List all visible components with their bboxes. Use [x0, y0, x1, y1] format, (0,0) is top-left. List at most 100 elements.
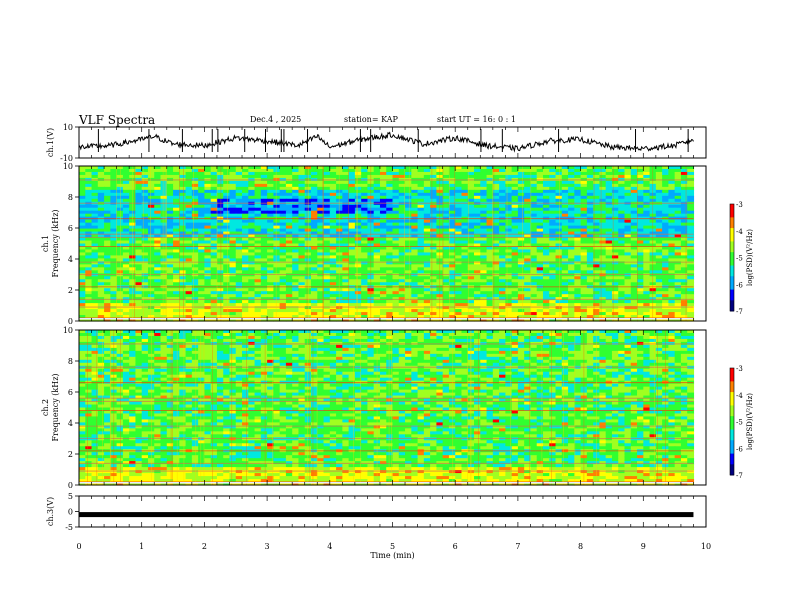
- ch1-spectrogram-cells: [79, 166, 695, 322]
- colorbar-cell: [730, 284, 734, 288]
- y-tick-label: 10: [63, 162, 73, 171]
- colorbar-cell: [730, 376, 734, 380]
- colorbar-cell: [730, 464, 734, 468]
- colorbar-cell: [730, 254, 734, 258]
- colorbar-cell: [730, 297, 734, 301]
- colorbar-cell: [730, 472, 734, 476]
- colorbar-cell: [730, 461, 734, 465]
- colorbar-cell: [730, 424, 734, 428]
- colorbar-cell: [730, 265, 734, 269]
- y-tick-label: 8: [68, 357, 73, 366]
- colorbar-cell: [730, 281, 734, 285]
- colorbar-cell: [730, 421, 734, 425]
- colorbar-cell: [730, 308, 734, 312]
- x-tick-label: 5: [390, 542, 395, 551]
- colorbar-cell: [730, 206, 734, 210]
- y-tick-label: 4: [68, 255, 73, 264]
- colorbar-cell: [730, 445, 734, 449]
- spectrogram-band-lines: [79, 330, 694, 485]
- colorbar-label: log(PSD)(V²/Hz): [746, 229, 754, 286]
- x-tick-label: 9: [641, 542, 646, 551]
- colorbar-cell: [730, 222, 734, 226]
- colorbar-cell: [730, 292, 734, 296]
- colorbar-tick-label: -6: [736, 445, 743, 453]
- y-tick-label: -10: [60, 154, 73, 163]
- x-tick-label: 6: [453, 542, 458, 551]
- colorbar-cell: [730, 300, 734, 304]
- colorbar-cell: [730, 392, 734, 396]
- colorbar-cell: [730, 228, 734, 232]
- colorbar-cell: [730, 426, 734, 431]
- colorbar-cell: [730, 402, 734, 406]
- colorbar-cell: [730, 440, 734, 444]
- colorbar-cell: [730, 437, 734, 441]
- colorbar-tick-label: -4: [736, 228, 743, 236]
- colorbar-cell: [730, 241, 734, 245]
- colorbar-cell: [730, 378, 734, 382]
- y-tick-label: 4: [68, 419, 73, 428]
- colorbar-cell: [730, 276, 734, 280]
- station-label: station= KAP: [344, 115, 398, 124]
- y-axis-label: ch.1(V): [46, 128, 55, 157]
- low-freq-gap: [79, 482, 694, 484]
- ch1-colorbar: [729, 203, 735, 312]
- colorbar-cell: [730, 410, 734, 414]
- colorbar-cell: [730, 214, 734, 218]
- y-tick-label: 10: [63, 123, 73, 132]
- colorbar-cell: [730, 252, 734, 256]
- colorbar-cell: [730, 418, 734, 422]
- ch2-colorbar: [729, 367, 735, 476]
- colorbar-cell: [730, 413, 734, 417]
- chart-title: VLF Spectra: [79, 113, 156, 127]
- colorbar-cell: [730, 394, 734, 398]
- colorbar-cell: [730, 469, 734, 473]
- colorbar-cell: [730, 386, 734, 390]
- colorbar-cell: [730, 204, 734, 208]
- colorbar-tick-label: -4: [736, 392, 743, 400]
- colorbar-tick-label: -3: [736, 365, 743, 373]
- colorbar-cell: [730, 230, 734, 234]
- colorbar-cell: [730, 400, 734, 404]
- y-axis-label: ch.1: [41, 235, 50, 252]
- colorbar-cell: [730, 397, 734, 401]
- colorbar-cell: [730, 278, 734, 283]
- colorbar-tick-label: -7: [736, 472, 743, 480]
- colorbar-cell: [730, 450, 734, 455]
- colorbar-cell: [730, 289, 734, 293]
- colorbar-label: log(PSD)(V²/Hz): [746, 393, 754, 450]
- colorbar-cell: [730, 384, 734, 388]
- y-axis-label: ch.3(V): [46, 497, 55, 526]
- colorbar-cell: [730, 238, 734, 242]
- colorbar-cell: [730, 246, 734, 250]
- y-tick-label: 5: [68, 492, 73, 501]
- colorbar-cell: [730, 302, 734, 307]
- date-label: Dec.4 , 2025: [250, 115, 302, 124]
- x-tick-label: 1: [139, 542, 144, 551]
- colorbar-cell: [730, 305, 734, 309]
- colorbar-cell: [730, 220, 734, 224]
- spectrogram-band-lines: [79, 166, 694, 321]
- colorbar-frame: [729, 367, 735, 476]
- low-freq-gap: [79, 318, 694, 320]
- colorbar-tick-label: -7: [736, 308, 743, 316]
- colorbar-cell: [730, 273, 734, 277]
- x-tick-label: 2: [202, 542, 207, 551]
- y-axis-label: Frequency (kHz): [51, 373, 60, 441]
- x-tick-label: 4: [327, 542, 332, 551]
- x-tick-label: 0: [76, 542, 81, 551]
- y-tick-label: 0: [68, 508, 73, 517]
- start-time-label: start UT = 16: 0 : 1: [437, 115, 516, 124]
- y-axis-label: ch.2: [41, 399, 50, 416]
- colorbar-cell: [730, 432, 734, 436]
- colorbar-tick-label: -6: [736, 281, 743, 289]
- colorbar-cell: [730, 370, 734, 374]
- colorbar-frame: [729, 203, 735, 312]
- colorbar-cell: [730, 257, 734, 261]
- colorbar-cell: [730, 458, 734, 463]
- colorbar-cell: [730, 233, 734, 237]
- y-tick-label: 0: [68, 481, 73, 490]
- colorbar-tick-label: -5: [736, 255, 743, 263]
- colorbar-cell: [730, 225, 734, 229]
- y-tick-label: -5: [65, 523, 73, 532]
